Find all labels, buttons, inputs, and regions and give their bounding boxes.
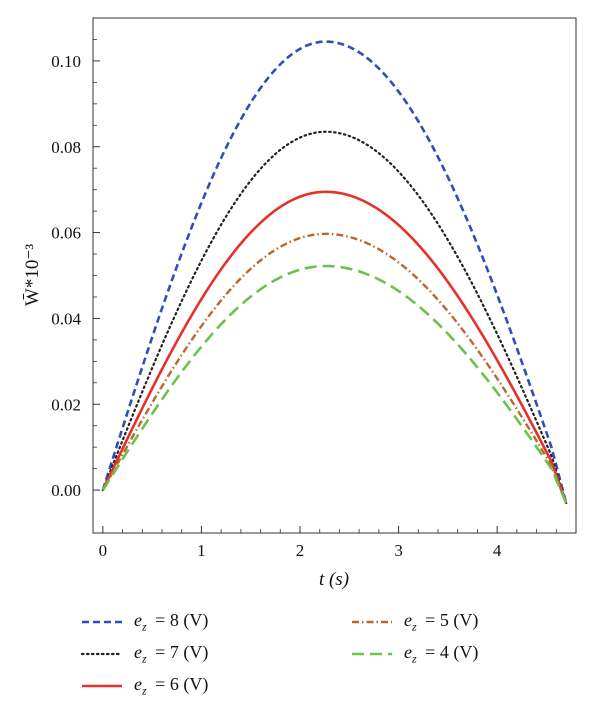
x-tick-label: 3 [394,541,403,560]
legend-subscript: z [142,619,147,634]
legend-subscript: z [412,651,417,666]
series-line-3 [101,190,568,504]
y-tick-label: 0.00 [51,481,81,500]
legend-symbol: e [134,609,142,630]
series-layer [101,40,568,505]
y-tick-label: 0.08 [51,138,81,157]
y-axis-label: W̄*10⁻³ [22,244,43,306]
series-line-2 [101,130,568,505]
x-axis-label: t (s) [319,569,349,590]
legend-swatch [80,652,124,656]
x-tick-label: 4 [493,541,502,560]
y-tick-label: 0.04 [51,309,81,328]
legend-label: ez = 8 (V) [134,610,208,635]
legend-subscript: z [412,619,417,634]
x-axis-ticks: 0 1 2 3 4 [99,526,577,560]
x-tick-label: 1 [197,541,206,560]
legend-value: = 5 (V) [420,609,479,630]
legend-symbol: e [404,641,412,662]
legend-subscript: z [142,651,147,666]
legend-label: ez = 6 (V) [134,674,208,699]
legend-item: ez = 4 (V) [350,642,478,666]
legend: ez = 8 (V) ez = 7 (V) ez = 6 (V) ez = 5 (V)… [0,610,600,710]
series-line-1 [101,40,568,504]
legend-item: ez = 5 (V) [350,610,478,634]
legend-item: ez = 6 (V) [80,674,208,698]
x-tick-label: 2 [296,541,305,560]
legend-value: = 8 (V) [150,609,209,630]
legend-item: ez = 8 (V) [80,610,208,634]
line-chart: 0 1 2 3 4 0.00 0.02 0.04 0.06 0.08 0.10 t (s) W̄*… [22,17,577,590]
legend-label: ez = 4 (V) [404,642,478,667]
y-tick-label: 0.10 [51,52,81,71]
legend-swatch [352,620,392,624]
x-tick-label: 0 [99,541,108,560]
y-tick-label: 0.02 [51,395,81,414]
legend-symbol: e [134,641,142,662]
legend-swatch [82,684,122,688]
series-line-4 [101,232,568,504]
legend-swatch [352,652,392,656]
y-tick-label: 0.06 [51,224,81,243]
legend-value: = 4 (V) [420,641,479,662]
y-axis-ticks: 0.00 0.02 0.04 0.06 0.08 0.10 [51,17,100,500]
legend-symbol: e [134,673,142,694]
legend-symbol: e [404,609,412,630]
legend-subscript: z [142,683,147,698]
legend-swatch [82,620,122,624]
series-line-5 [101,264,568,504]
legend-item: ez = 7 (V) [80,642,208,666]
legend-value: = 7 (V) [150,641,209,662]
legend-label: ez = 5 (V) [404,610,478,635]
plot-frame [92,17,577,534]
legend-label: ez = 7 (V) [134,642,208,667]
legend-value: = 6 (V) [150,673,209,694]
